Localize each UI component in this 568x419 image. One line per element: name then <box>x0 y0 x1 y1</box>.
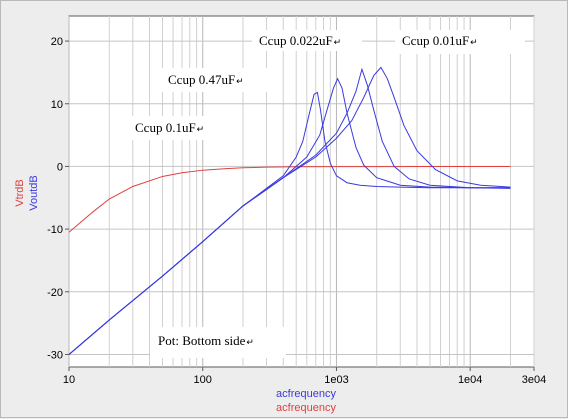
x-tick-label: 3e04 <box>522 374 546 386</box>
svg-text:Ccup 0.47uF↵: Ccup 0.47uF↵ <box>168 72 244 87</box>
x-axis-label-vtr: acfrequency <box>276 402 336 414</box>
x-tick-label: 10 <box>63 374 75 386</box>
x-tick-label: 100 <box>194 374 212 386</box>
y-tick-label: -20 <box>47 287 63 299</box>
annotation-ccup-047uf: Ccup 0.47uF↵ <box>159 68 267 92</box>
y-tick-label: 20 <box>51 36 63 48</box>
y-tick-label: 10 <box>51 99 63 111</box>
y-tick-label: 0 <box>57 161 63 173</box>
annotation-pot-bottom-side: Pot: Bottom side↵ <box>150 327 286 358</box>
y-axis-label-vout: VoutdB <box>28 175 40 210</box>
annotation-ccup-001uf: Ccup 0.01uF↵ <box>395 30 525 54</box>
svg-text:Ccup 0.022uF↵: Ccup 0.022uF↵ <box>259 33 341 48</box>
series-layer <box>68 66 511 355</box>
annotation-ccup-01uf: Ccup 0.1uF↵ <box>128 116 234 140</box>
svg-text:Ccup 0.1uF↵: Ccup 0.1uF↵ <box>135 120 204 135</box>
plot-area <box>68 15 535 368</box>
series-line-0 <box>68 166 511 233</box>
y-axis-label-vtr: VtrdB <box>14 179 26 207</box>
annotation-ccup-0022uf: Ccup 0.022uF↵ <box>252 30 362 51</box>
x-axis-label-vout: acfrequency <box>276 388 336 400</box>
y-tick-label: -30 <box>47 349 63 361</box>
x-tick-label: 1e03 <box>324 374 348 386</box>
series-line-4 <box>68 66 511 355</box>
svg-text:Pot: Bottom side↵: Pot: Bottom side↵ <box>158 333 254 348</box>
x-tick-label: 1e04 <box>458 374 482 386</box>
svg-text:Ccup 0.01uF↵: Ccup 0.01uF↵ <box>402 33 478 48</box>
y-tick-label: -10 <box>47 224 63 236</box>
